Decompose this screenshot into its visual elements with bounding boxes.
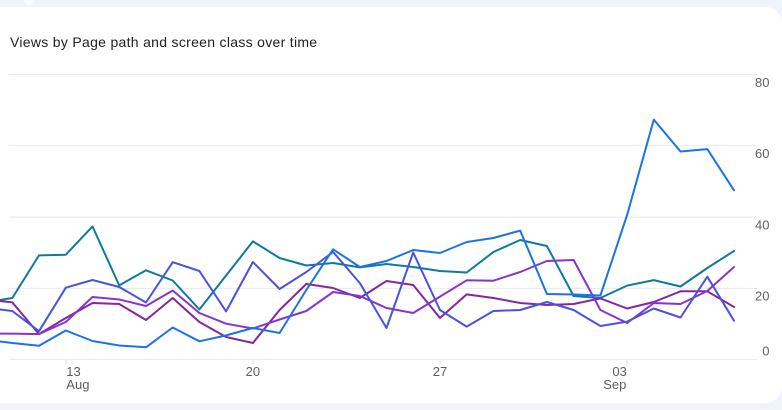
svg-text:13: 13 bbox=[66, 364, 80, 379]
svg-text:03: 03 bbox=[612, 364, 626, 379]
svg-text:20: 20 bbox=[755, 289, 769, 304]
svg-text:40: 40 bbox=[755, 217, 769, 232]
svg-text:27: 27 bbox=[433, 364, 447, 379]
svg-text:20: 20 bbox=[246, 364, 260, 379]
svg-text:Aug: Aug bbox=[66, 377, 89, 392]
svg-text:0: 0 bbox=[762, 343, 769, 358]
svg-text:Sep: Sep bbox=[603, 377, 626, 392]
svg-text:80: 80 bbox=[755, 75, 769, 90]
svg-text:60: 60 bbox=[755, 146, 769, 161]
